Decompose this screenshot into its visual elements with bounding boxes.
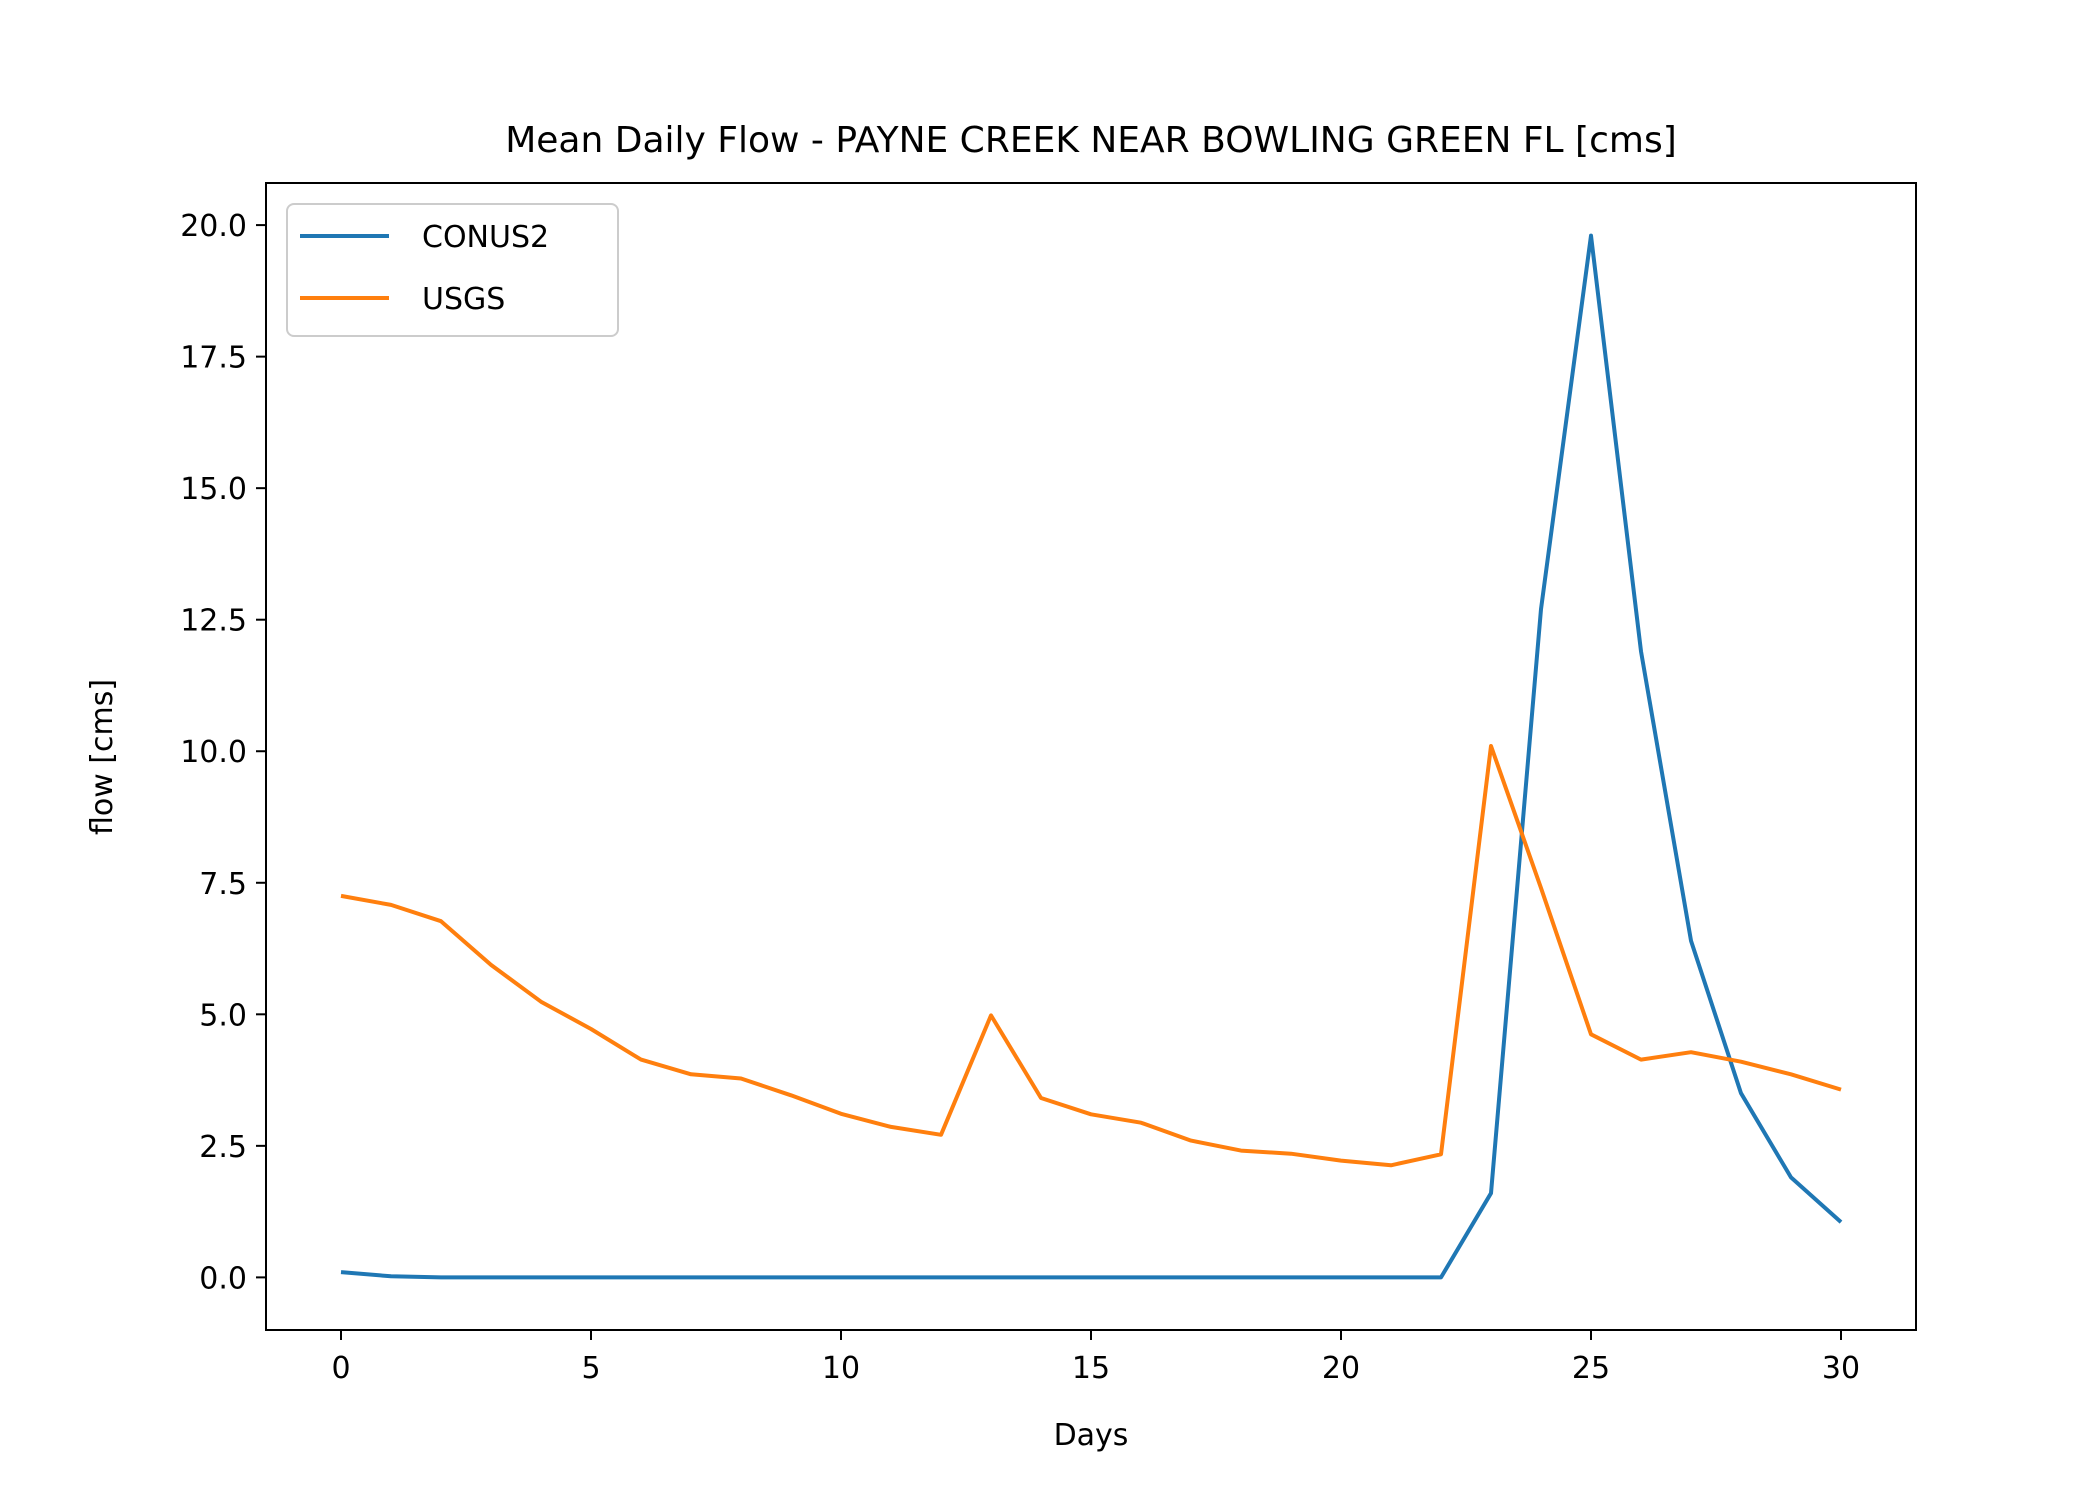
x-tick-label: 25 [1572, 1351, 1610, 1386]
series-layer [340, 233, 1843, 1280]
x-axis-ticks: 0 5 10 15 20 25 30 [331, 1330, 1860, 1386]
x-tick-label: 20 [1322, 1351, 1360, 1386]
y-axis-label: flow [cms] [85, 679, 120, 835]
y-tick-label: 0.0 [199, 1261, 247, 1296]
x-tick-label: 15 [1072, 1351, 1110, 1386]
y-tick-label: 15.0 [180, 472, 247, 507]
y-tick-label: 5.0 [199, 998, 247, 1033]
y-tick-label: 7.5 [199, 867, 247, 902]
y-tick-label: 12.5 [180, 604, 247, 639]
legend-label-conus2: CONUS2 [422, 220, 549, 255]
chart-title: Mean Daily Flow - PAYNE CREEK NEAR BOWLI… [505, 120, 1677, 161]
y-tick-label: 10.0 [180, 735, 247, 770]
legend: CONUS2 USGS [286, 203, 619, 337]
y-tick-label: 17.5 [180, 341, 247, 376]
x-tick-label: 10 [822, 1351, 860, 1386]
series-line-conus2 [340, 233, 1843, 1280]
y-tick-label: 2.5 [199, 1130, 247, 1165]
y-tick-label: 20.0 [180, 209, 247, 244]
x-tick-label: 30 [1822, 1351, 1860, 1386]
series-line-usgs [340, 744, 1842, 1168]
x-tick-label: 5 [581, 1351, 600, 1386]
y-axis-ticks: 0.0 2.5 5.0 7.5 10.0 12.5 15.0 17.5 20.0 [180, 209, 266, 1296]
x-axis-label: Days [1054, 1418, 1129, 1453]
x-tick-label: 0 [331, 1351, 350, 1386]
legend-label-usgs: USGS [422, 282, 505, 317]
